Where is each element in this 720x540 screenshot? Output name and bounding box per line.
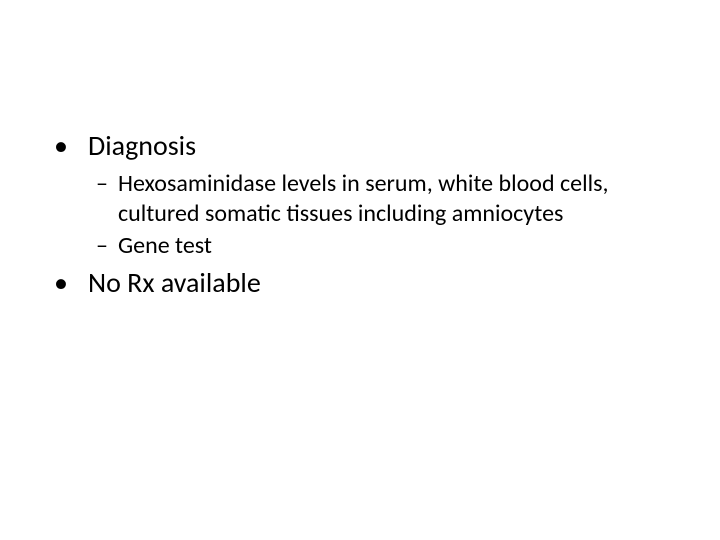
dash-marker: – [96,169,118,199]
slide: • Diagnosis – Hexosaminidase levels in s… [0,0,720,540]
bullet-marker: • [48,128,88,163]
bullet-item-diagnosis: • Diagnosis [48,128,680,163]
sub-list-diagnosis: – Hexosaminidase levels in serum, white … [48,169,680,261]
bullet-text: Diagnosis [88,128,680,163]
bullet-item-no-rx: • No Rx available [48,265,680,300]
bullet-text: No Rx available [88,265,680,300]
sub-bullet-text: Gene test [118,231,680,261]
sub-bullet-item: – Hexosaminidase levels in serum, white … [96,169,680,229]
sub-bullet-text: Hexosaminidase levels in serum, white bl… [118,169,680,229]
dash-marker: – [96,231,118,261]
sub-bullet-item: – Gene test [96,231,680,261]
bullet-marker: • [48,265,88,300]
